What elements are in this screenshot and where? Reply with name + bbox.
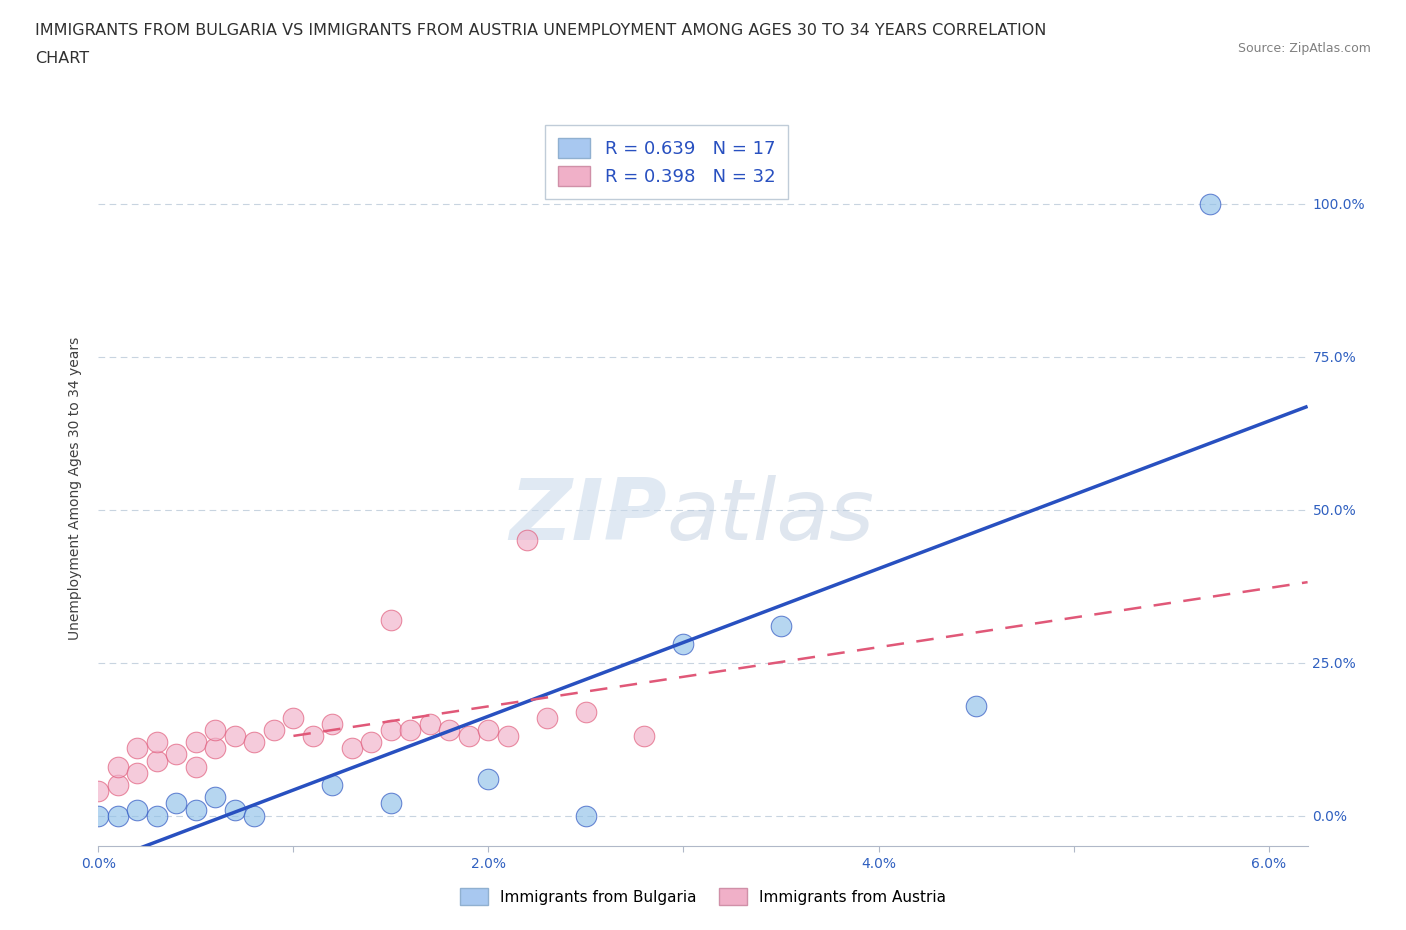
- Point: [536, 711, 558, 725]
- Point: [458, 729, 481, 744]
- Point: [87, 808, 110, 823]
- Point: [419, 716, 441, 731]
- Point: [165, 747, 187, 762]
- Point: [283, 711, 305, 725]
- Point: [224, 803, 246, 817]
- Point: [516, 533, 538, 548]
- Point: [340, 741, 363, 756]
- Point: [146, 753, 169, 768]
- Point: [127, 803, 149, 817]
- Point: [360, 735, 382, 750]
- Point: [184, 803, 207, 817]
- Point: [380, 612, 402, 627]
- Legend: Immigrants from Bulgaria, Immigrants from Austria: Immigrants from Bulgaria, Immigrants fro…: [449, 876, 957, 918]
- Point: [321, 777, 343, 792]
- Point: [243, 735, 266, 750]
- Text: Source: ZipAtlas.com: Source: ZipAtlas.com: [1237, 42, 1371, 55]
- Point: [224, 729, 246, 744]
- Point: [127, 741, 149, 756]
- Point: [439, 723, 461, 737]
- Point: [496, 729, 519, 744]
- Point: [399, 723, 422, 737]
- Text: ZIP: ZIP: [509, 475, 666, 558]
- Point: [672, 637, 695, 652]
- Point: [769, 618, 792, 633]
- Point: [477, 772, 499, 787]
- Y-axis label: Unemployment Among Ages 30 to 34 years: Unemployment Among Ages 30 to 34 years: [69, 337, 83, 640]
- Point: [165, 796, 187, 811]
- Point: [263, 723, 285, 737]
- Point: [146, 735, 169, 750]
- Point: [127, 765, 149, 780]
- Point: [477, 723, 499, 737]
- Point: [184, 735, 207, 750]
- Point: [321, 716, 343, 731]
- Point: [243, 808, 266, 823]
- Text: atlas: atlas: [666, 475, 875, 558]
- Point: [965, 698, 987, 713]
- Point: [380, 796, 402, 811]
- Point: [575, 808, 598, 823]
- Point: [204, 790, 226, 804]
- Point: [204, 741, 226, 756]
- Point: [87, 784, 110, 799]
- Point: [184, 759, 207, 774]
- Point: [107, 777, 129, 792]
- Point: [302, 729, 325, 744]
- Point: [204, 723, 226, 737]
- Point: [107, 808, 129, 823]
- Point: [1199, 196, 1222, 211]
- Point: [633, 729, 655, 744]
- Point: [146, 808, 169, 823]
- Text: IMMIGRANTS FROM BULGARIA VS IMMIGRANTS FROM AUSTRIA UNEMPLOYMENT AMONG AGES 30 T: IMMIGRANTS FROM BULGARIA VS IMMIGRANTS F…: [35, 23, 1046, 38]
- Text: CHART: CHART: [35, 51, 89, 66]
- Legend: R = 0.639   N = 17, R = 0.398   N = 32: R = 0.639 N = 17, R = 0.398 N = 32: [546, 125, 789, 199]
- Point: [380, 723, 402, 737]
- Point: [107, 759, 129, 774]
- Point: [575, 704, 598, 719]
